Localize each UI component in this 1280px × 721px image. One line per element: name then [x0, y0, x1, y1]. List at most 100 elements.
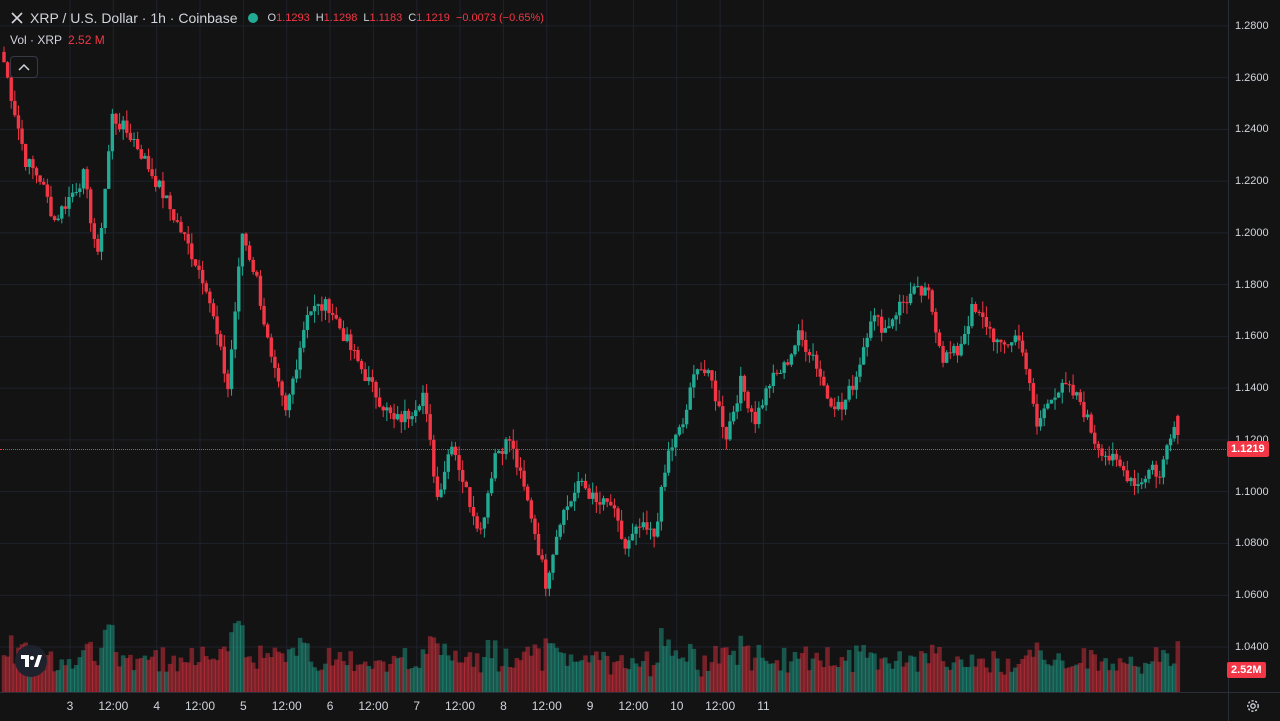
candle-body[interactable] — [1046, 403, 1050, 409]
candle-body[interactable] — [309, 311, 313, 315]
candle-body[interactable] — [518, 467, 523, 471]
candle-body[interactable] — [1089, 414, 1093, 433]
candle-body[interactable] — [1111, 453, 1115, 461]
candle-body[interactable] — [706, 370, 710, 374]
candle-body[interactable] — [157, 180, 162, 188]
candle-body[interactable] — [132, 139, 136, 141]
candle-body[interactable] — [598, 502, 602, 505]
candle-body[interactable] — [486, 493, 490, 518]
candle-body[interactable] — [601, 498, 606, 505]
candle-body[interactable] — [786, 362, 790, 365]
candle-body[interactable] — [150, 169, 154, 177]
candle-body[interactable] — [265, 324, 270, 338]
candle-body[interactable] — [507, 439, 512, 441]
candle-body[interactable] — [804, 339, 808, 352]
candle-body[interactable] — [746, 391, 750, 409]
candle-body[interactable] — [681, 424, 685, 428]
candle-body[interactable] — [251, 259, 255, 272]
candle-body[interactable] — [327, 299, 331, 314]
candle-body[interactable] — [197, 265, 201, 270]
candle-body[interactable] — [23, 143, 28, 167]
candle-body[interactable] — [323, 299, 328, 311]
candle-body[interactable] — [414, 410, 418, 417]
candle-body[interactable] — [522, 470, 526, 487]
candle-body[interactable] — [558, 524, 562, 537]
candle-body[interactable] — [576, 481, 580, 493]
candle-body[interactable] — [926, 287, 931, 291]
candle-body[interactable] — [161, 180, 165, 199]
candle-body[interactable] — [103, 188, 107, 229]
candle-body[interactable] — [1100, 448, 1104, 456]
candle-body[interactable] — [1118, 459, 1122, 466]
candle-body[interactable] — [146, 155, 151, 170]
symbol-title[interactable]: XRP / U.S. Dollar · 1h · Coinbase — [30, 10, 238, 26]
candle-body[interactable] — [890, 319, 895, 327]
candle-body[interactable] — [580, 480, 584, 482]
candle-body[interactable] — [670, 447, 674, 451]
candle-body[interactable] — [38, 175, 42, 182]
candle-body[interactable] — [233, 311, 237, 350]
candle-body[interactable] — [526, 486, 530, 501]
candle-body[interactable] — [952, 346, 956, 354]
candle-body[interactable] — [428, 414, 432, 440]
candle-body[interactable] — [710, 370, 714, 381]
candle-body[interactable] — [453, 446, 458, 456]
candle-body[interactable] — [164, 195, 169, 199]
candle-body[interactable] — [1085, 414, 1090, 418]
candle-body[interactable] — [1147, 469, 1151, 479]
candle-body[interactable] — [894, 315, 898, 320]
candle-body[interactable] — [616, 508, 620, 521]
candle-body[interactable] — [291, 378, 295, 395]
candle-body[interactable] — [948, 352, 952, 354]
candle-body[interactable] — [370, 377, 375, 383]
candle-body[interactable] — [767, 386, 772, 389]
candle-body[interactable] — [244, 233, 248, 246]
candle-body[interactable] — [60, 206, 64, 219]
candle-body[interactable] — [341, 328, 346, 342]
candle-body[interactable] — [338, 318, 342, 329]
candle-body[interactable] — [168, 195, 172, 210]
candle-body[interactable] — [674, 434, 678, 448]
candle-body[interactable] — [941, 346, 945, 363]
candle-body[interactable] — [764, 388, 768, 406]
chart-pane[interactable] — [0, 0, 1228, 692]
candle-body[interactable] — [656, 521, 660, 537]
candle-body[interactable] — [641, 522, 645, 528]
candle-body[interactable] — [934, 311, 938, 333]
candle-body[interactable] — [728, 421, 732, 440]
candle-body[interactable] — [1161, 459, 1166, 478]
candle-body[interactable] — [475, 516, 479, 529]
candle-body[interactable] — [659, 486, 664, 522]
candle-body[interactable] — [572, 492, 577, 502]
candle-body[interactable] — [869, 321, 873, 338]
candle-body[interactable] — [435, 476, 440, 497]
candle-body[interactable] — [1176, 415, 1180, 436]
candle-body[interactable] — [1074, 392, 1079, 396]
candle-body[interactable] — [1082, 402, 1086, 418]
candle-body[interactable] — [27, 159, 31, 167]
candle-body[interactable] — [663, 472, 667, 487]
candle-body[interactable] — [854, 376, 859, 390]
candle-body[interactable] — [153, 176, 158, 188]
candle-body[interactable] — [1121, 465, 1126, 471]
candle-body[interactable] — [45, 184, 50, 197]
candle-body[interactable] — [1002, 342, 1007, 345]
candle-body[interactable] — [879, 316, 884, 333]
candle-body[interactable] — [637, 526, 642, 528]
candle-body[interactable] — [1140, 482, 1144, 485]
candle-body[interactable] — [544, 559, 548, 589]
candle-body[interactable] — [684, 409, 689, 425]
candle-body[interactable] — [316, 304, 320, 306]
candle-body[interactable] — [916, 286, 920, 288]
candle-body[interactable] — [865, 337, 869, 348]
candle-body[interactable] — [757, 407, 761, 425]
candle-body[interactable] — [702, 369, 707, 374]
candle-body[interactable] — [533, 518, 537, 534]
candle-body[interactable] — [858, 364, 862, 377]
candle-body[interactable] — [930, 290, 934, 312]
candle-body[interactable] — [240, 233, 245, 267]
candle-body[interactable] — [1093, 432, 1097, 444]
candle-body[interactable] — [450, 446, 454, 455]
candle-body[interactable] — [302, 329, 306, 348]
candle-body[interactable] — [677, 427, 682, 435]
